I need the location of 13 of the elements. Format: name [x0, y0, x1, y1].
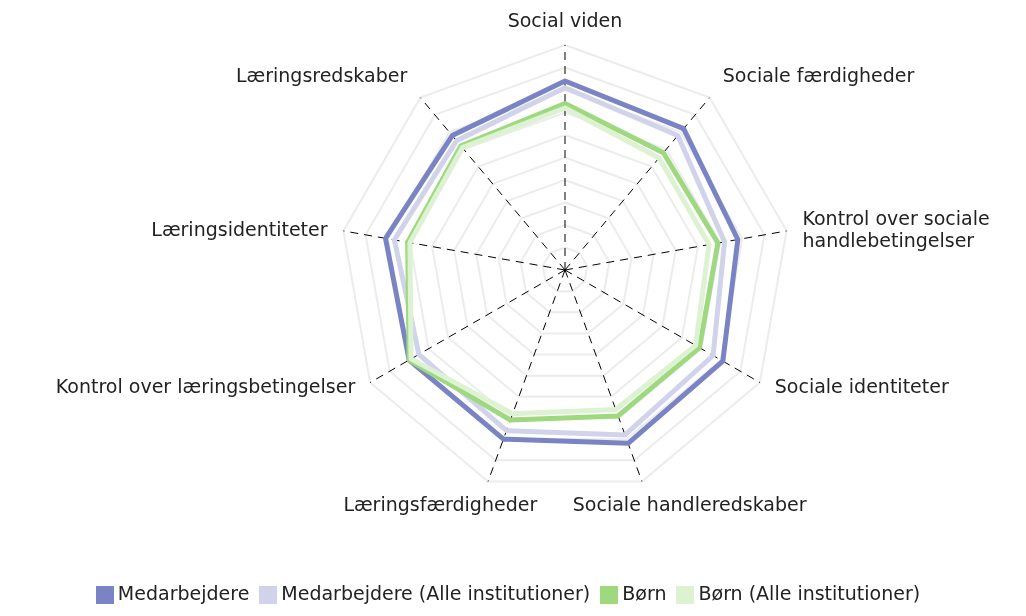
legend-label: Medarbejdere	[117, 582, 250, 604]
spoke-label: Læringsfærdigheder	[343, 492, 538, 515]
legend-label: Børn (Alle institutioner)	[698, 582, 921, 604]
spoke-label: Læringsredskaber	[235, 63, 408, 86]
spoke-label: Læringsidentiteter	[151, 217, 328, 240]
spoke-label: Sociale færdigheder	[722, 63, 915, 86]
spoke-label: Sociale identiteter	[774, 374, 949, 397]
spoke-label: Sociale handleredskaber	[572, 492, 807, 515]
legend-label: Medarbejdere (Alle institutioner)	[281, 582, 591, 604]
spoke-label: Kontrol over læringsbetingelser	[55, 374, 356, 397]
legend-label: Børn	[622, 582, 667, 604]
spoke-label: Social viden	[507, 9, 623, 31]
spoke-label: Kontrol over sociale handlebetingelser	[802, 206, 990, 251]
